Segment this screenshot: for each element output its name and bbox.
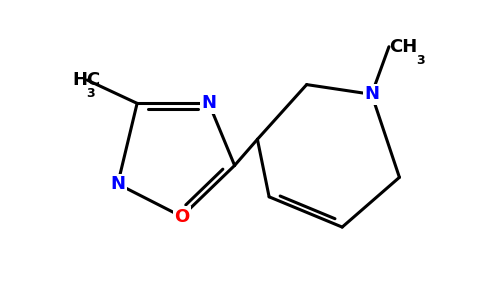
Text: O: O [174, 208, 189, 226]
Text: N: N [201, 94, 216, 112]
Text: N: N [110, 175, 125, 193]
Text: CH: CH [389, 38, 417, 56]
Text: C: C [86, 71, 99, 89]
Text: 3: 3 [86, 87, 95, 101]
Text: H: H [72, 71, 87, 89]
Text: N: N [364, 85, 379, 103]
Text: 3: 3 [417, 54, 425, 67]
